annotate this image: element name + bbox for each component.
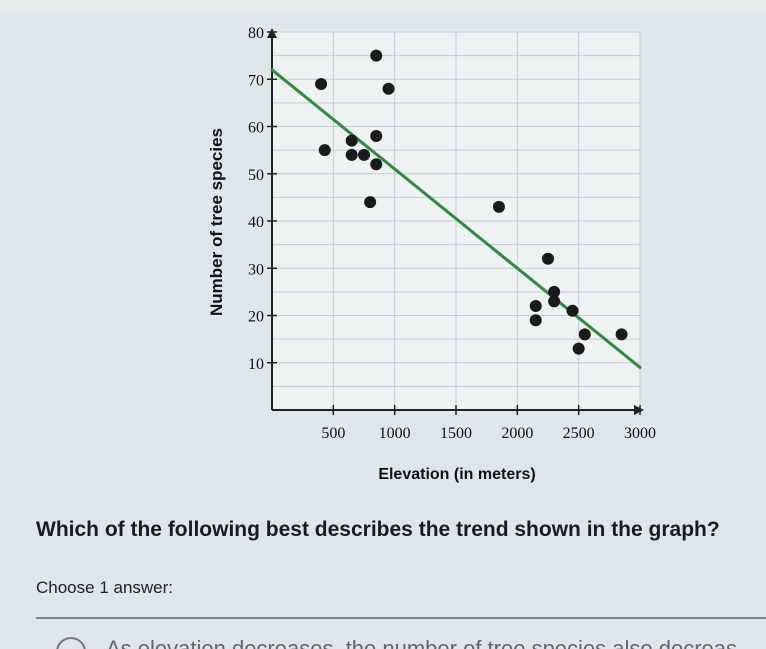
data-point bbox=[364, 196, 377, 209]
data-point bbox=[529, 314, 542, 327]
tick-labels: 500 1000 1500 2000 2500 3000 10 20 30 40 50 60 70 80 bbox=[248, 25, 656, 442]
data-point bbox=[542, 252, 554, 265]
data-point bbox=[345, 148, 358, 161]
page-top-strip bbox=[0, 0, 766, 12]
data-point bbox=[615, 328, 628, 341]
data-point bbox=[492, 200, 505, 213]
data-point bbox=[318, 144, 331, 157]
data-point bbox=[345, 134, 358, 147]
x-tick-label: 1000 bbox=[379, 425, 411, 442]
answer-option-a[interactable]: As elevation decreases, the number of tr… bbox=[36, 630, 766, 649]
choose-prompt: Choose 1 answer: bbox=[36, 578, 174, 597]
y-tick-label: 30 bbox=[248, 261, 264, 278]
x-tick-label: 2000 bbox=[501, 425, 533, 442]
data-point bbox=[370, 49, 383, 62]
y-tick-label: 60 bbox=[248, 120, 264, 137]
data-point bbox=[566, 304, 579, 317]
trendline bbox=[270, 68, 642, 369]
question-text: Which of the following best describes th… bbox=[36, 518, 720, 541]
y-tick-label: 10 bbox=[248, 356, 264, 373]
data-point bbox=[548, 295, 561, 308]
data-point bbox=[358, 148, 370, 161]
data-point bbox=[370, 158, 383, 171]
scatter-chart: 500 1000 1500 2000 2500 30001020304050607080 … bbox=[207, 25, 656, 483]
y-tick-label: 70 bbox=[248, 72, 264, 89]
data-points bbox=[315, 49, 628, 355]
y-tick-label: 50 bbox=[248, 167, 264, 184]
radio-circle-icon[interactable] bbox=[56, 637, 86, 649]
x-axis-label: Elevation (in meters) bbox=[378, 466, 535, 483]
x-tick-label: 2500 bbox=[563, 425, 595, 442]
x-tick-label: 3000 bbox=[624, 425, 656, 442]
x-tick-label: 1500 bbox=[440, 425, 472, 442]
data-point bbox=[548, 285, 561, 298]
data-point bbox=[578, 328, 591, 341]
trendline-layer bbox=[270, 68, 642, 369]
y-tick-label: 20 bbox=[248, 309, 264, 326]
answer-divider bbox=[36, 617, 766, 619]
data-point bbox=[370, 129, 383, 142]
x-axis-arrow bbox=[634, 405, 644, 415]
y-tick-label: 40 bbox=[248, 214, 264, 231]
data-point bbox=[382, 82, 395, 95]
data-point bbox=[572, 342, 585, 355]
data-point bbox=[315, 77, 328, 90]
answer-option-text: As elevation decreases, the number of tr… bbox=[106, 636, 738, 649]
x-tick-label: 500 bbox=[321, 425, 345, 442]
data-point bbox=[529, 300, 542, 313]
grid bbox=[272, 31, 641, 410]
y-axis-label: Number of tree species bbox=[207, 128, 226, 316]
y-axis-arrow bbox=[267, 28, 277, 38]
y-tick-label: 80 bbox=[248, 25, 264, 42]
